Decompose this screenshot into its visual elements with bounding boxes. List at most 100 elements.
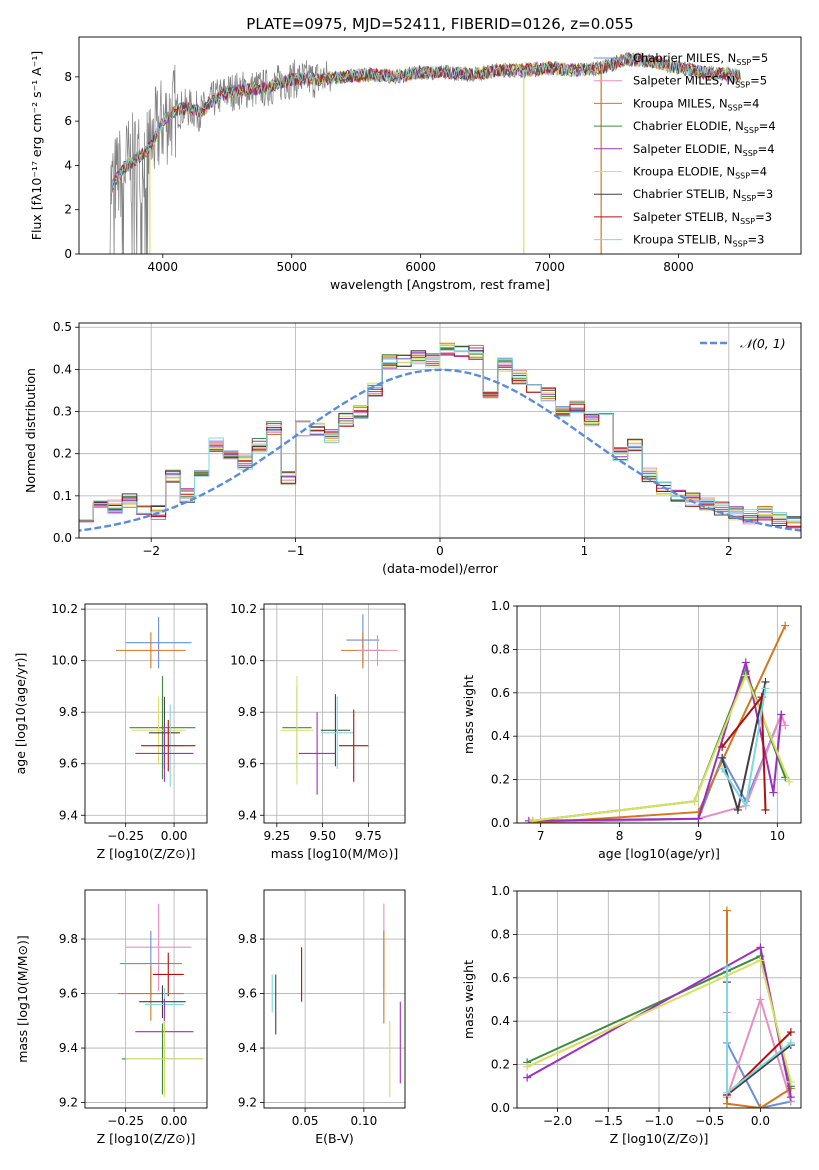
x-tick-label: 9.75 [355, 829, 382, 843]
x-axis-label: E(B-V) [315, 1131, 354, 1146]
y-tick-label: 9.4 [59, 808, 78, 822]
y-tick-label: 0.2 [53, 447, 72, 461]
legend-label: Kroupa ELODIE, NSSP=4 [633, 165, 767, 181]
weight-line [726, 910, 792, 1108]
x-axis-label: Z [log10(Z/Z⊙)] [97, 1131, 196, 1146]
y-tick-label: 10.0 [51, 654, 78, 668]
axes-frame [78, 322, 802, 539]
legend-subscript: SSP [733, 240, 748, 249]
y-tick-label: 9.8 [238, 705, 257, 719]
histogram-step [79, 345, 801, 526]
plot-area-3 [264, 604, 405, 823]
x-tick-label: 8000 [663, 260, 694, 274]
y-tick-label: 0 [64, 247, 72, 261]
y-tick-label: 0.0 [53, 531, 72, 545]
y-axis-label: Flux [fλ10⁻¹⁷ erg cm⁻² s⁻¹ A⁻¹] [29, 51, 44, 240]
axes-frame [516, 890, 802, 1109]
legend-count: =5 [750, 74, 767, 88]
legend-subscript: SSP [744, 126, 759, 135]
legend-label: Salpeter STELIB, NSSP=3 [633, 210, 772, 226]
legend-subscript: SSP [736, 58, 751, 67]
legend-count: =4 [750, 165, 767, 179]
legend-subscript: SSP [735, 172, 750, 181]
y-tick-label: 1.0 [491, 884, 510, 898]
x-tick-label: −2 [142, 544, 160, 558]
y-tick-label: 10.2 [230, 602, 257, 616]
legend-count: =4 [759, 119, 776, 133]
x-tick-label: 9.25 [263, 829, 290, 843]
y-tick-label: 9.4 [59, 1041, 78, 1055]
legend-label: 𝒩(0, 1) [740, 336, 786, 351]
x-tick-label: 10 [770, 829, 785, 843]
x-tick-label: 7 [537, 829, 545, 843]
weight-line [726, 967, 792, 1095]
y-tick-label: 9.6 [59, 757, 78, 771]
x-tick-label: 0.0 [751, 1114, 770, 1128]
y-axis-label: mass weight [461, 675, 476, 754]
plot-area-2 [85, 604, 207, 823]
x-tick-label: 0.00 [161, 1114, 188, 1128]
y-axis-label: mass weight [461, 960, 476, 1039]
axes-frame [84, 889, 208, 1109]
plot-area-0 [109, 51, 741, 254]
x-tick-label: 2 [725, 544, 733, 558]
x-tick-label: 5000 [276, 260, 307, 274]
y-axis-label: age [log10(age/yr)] [13, 653, 28, 775]
axes-frame [78, 36, 802, 255]
y-tick-label: 0.4 [53, 362, 72, 376]
y-tick-label: 6 [64, 114, 72, 128]
histogram-step [79, 346, 801, 526]
gaussian-curve [79, 368, 801, 532]
legend-label: Chabrier STELIB, NSSP=3 [633, 187, 773, 203]
y-axis-label: Normed distribution [23, 368, 38, 493]
y-tick-label: 9.6 [59, 987, 78, 1001]
x-tick-label: 0 [436, 544, 444, 558]
x-axis-label: mass [log10(M/M⊙)] [271, 846, 399, 861]
histogram-step [79, 343, 801, 523]
model-spectrum [110, 54, 741, 195]
legend-label: Kroupa MILES, NSSP=4 [633, 96, 759, 112]
histogram-step [79, 346, 801, 523]
x-tick-label: −0.25 [107, 829, 144, 843]
legend-count: =4 [758, 142, 775, 156]
y-tick-label: 10.0 [230, 654, 257, 668]
axes-frame [263, 603, 406, 824]
x-axis-label: age [log10(age/yr)] [598, 846, 720, 861]
y-tick-label: 0.2 [491, 773, 510, 787]
plot-area-4 [517, 606, 801, 823]
x-tick-label: 9.50 [309, 829, 336, 843]
y-tick-label: 0.2 [491, 1058, 510, 1072]
x-tick-label: 1 [581, 544, 589, 558]
histogram-step [79, 351, 801, 529]
y-tick-label: 0.4 [491, 1014, 510, 1028]
x-tick-label: −1.5 [594, 1114, 623, 1128]
axes-frame [84, 603, 208, 824]
x-tick-label: −0.5 [695, 1114, 724, 1128]
legend-count: =3 [748, 233, 765, 247]
x-tick-label: −1.0 [644, 1114, 673, 1128]
legend-label: Chabrier ELODIE, NSSP=4 [633, 119, 776, 135]
x-tick-label: 6000 [405, 260, 436, 274]
y-tick-label: 9.6 [238, 987, 257, 1001]
legend-subscript: SSP [735, 81, 750, 90]
x-axis-label: Z [log10(Z/Z⊙)] [97, 846, 196, 861]
legend-label: Kroupa STELIB, NSSP=3 [633, 233, 764, 249]
legend-subscript: SSP [741, 194, 756, 203]
y-tick-label: 8 [64, 70, 72, 84]
y-tick-label: 0.8 [491, 927, 510, 941]
legend-label: Chabrier MILES, NSSP=5 [633, 51, 768, 67]
y-tick-label: 9.8 [59, 932, 78, 946]
x-tick-label: 0.05 [292, 1114, 319, 1128]
plot-area-1 [79, 323, 801, 538]
y-tick-label: 9.4 [238, 808, 257, 822]
legend-count: =3 [755, 210, 772, 224]
y-tick-label: 4 [64, 158, 72, 172]
x-tick-label: 0.00 [161, 829, 188, 843]
x-tick-label: 4000 [148, 260, 179, 274]
x-tick-label: 0.10 [351, 1114, 378, 1128]
legend-label: Salpeter MILES, NSSP=5 [633, 74, 767, 90]
legend-subscript: SSP [740, 217, 755, 226]
x-tick-label: 7000 [534, 260, 565, 274]
y-tick-label: 9.8 [59, 705, 78, 719]
